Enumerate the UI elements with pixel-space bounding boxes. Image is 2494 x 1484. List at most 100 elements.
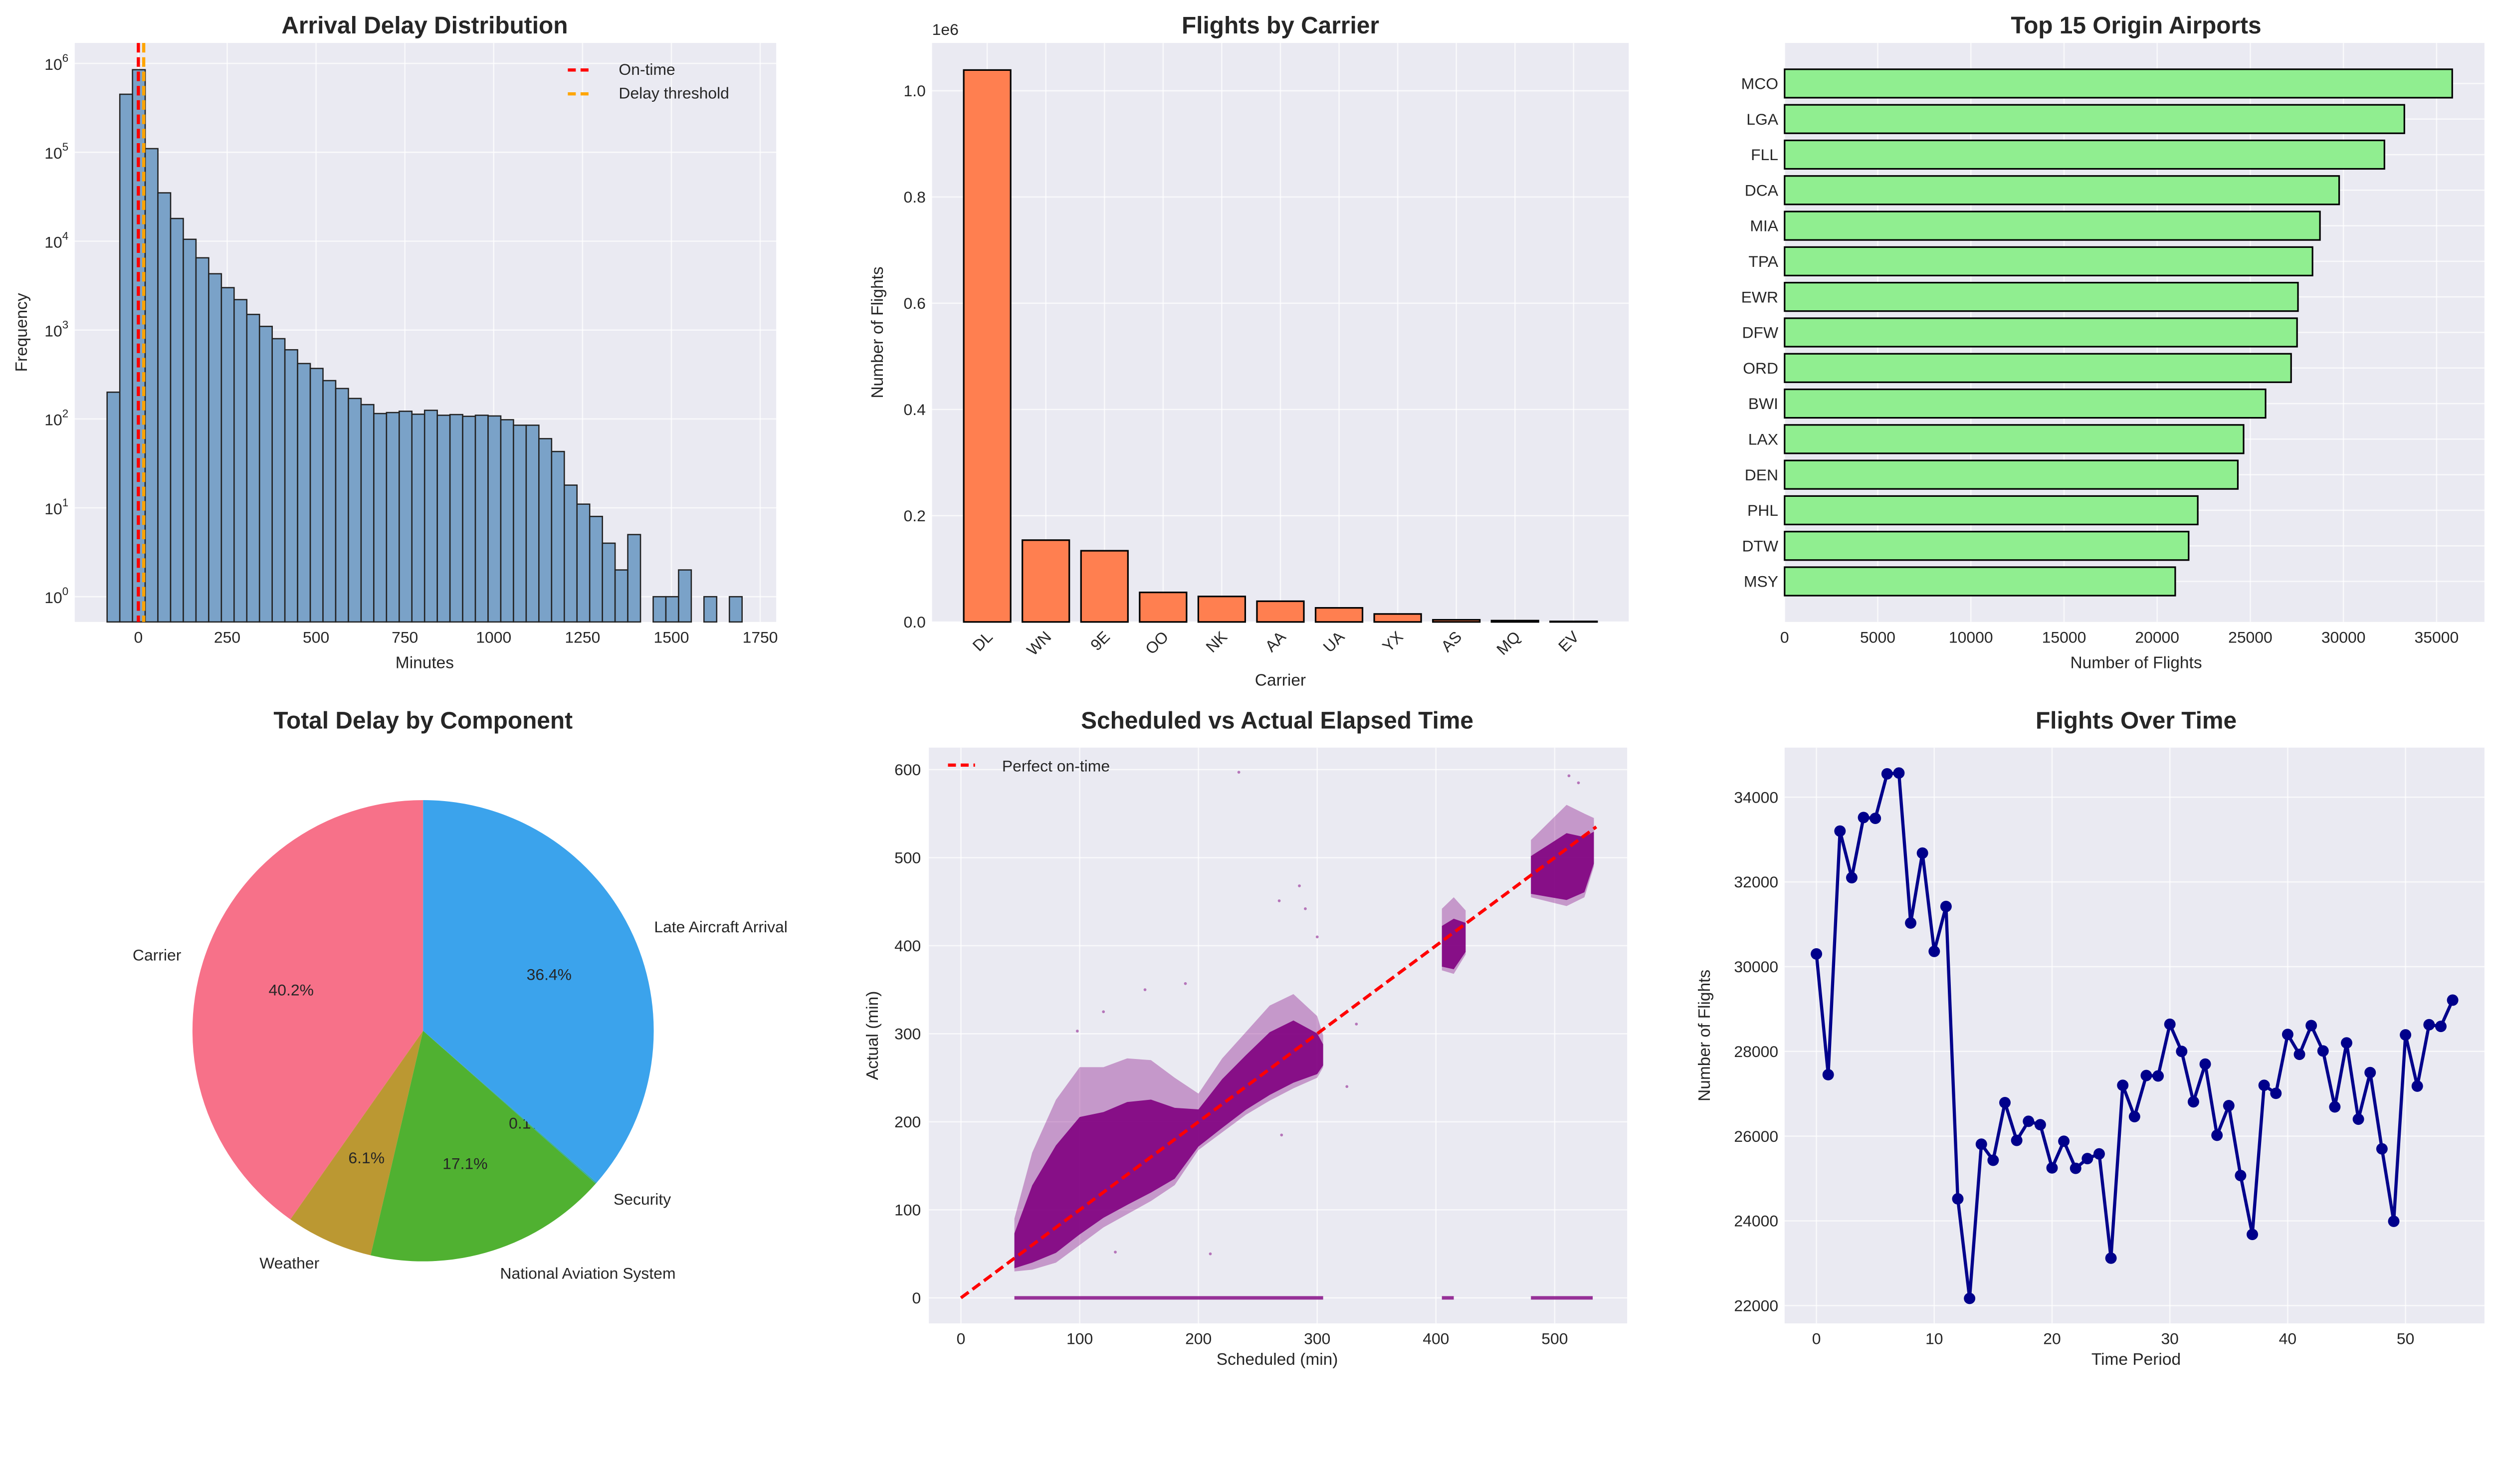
scatter-point bbox=[1577, 781, 1580, 785]
hist-ytick-exponent: 4 bbox=[62, 229, 68, 242]
pie-label: Carrier bbox=[133, 946, 182, 964]
hist-bar bbox=[335, 388, 349, 623]
line-ytick-label: 34000 bbox=[1734, 788, 1778, 806]
hist-bar bbox=[449, 414, 463, 623]
line-marker bbox=[2023, 1115, 2035, 1127]
airport-bar-DFW bbox=[1784, 317, 2298, 348]
hist-ytick-label: 104 bbox=[44, 229, 68, 251]
airport-bar-PHL bbox=[1784, 495, 2199, 526]
hist-xtick-label: 0 bbox=[134, 628, 143, 646]
hist-xtick-label: 500 bbox=[303, 628, 329, 646]
hist-bar bbox=[119, 93, 133, 623]
line-marker bbox=[1846, 872, 1858, 883]
scatter-point bbox=[1280, 1133, 1283, 1137]
pie-pct-label: 40.2% bbox=[269, 981, 314, 999]
line-marker bbox=[2140, 1069, 2152, 1081]
pie-pct-label: 36.4% bbox=[527, 965, 572, 983]
carrier-ytick-label: 0.2 bbox=[904, 507, 926, 525]
hist-ytick-label: 105 bbox=[44, 141, 68, 162]
hist-bar bbox=[487, 415, 502, 623]
airports-xtick-label: 0 bbox=[1780, 628, 1789, 646]
carrier-ytick-label: 0.6 bbox=[904, 294, 926, 312]
hist-bar bbox=[309, 368, 324, 623]
line-xtick-label: 40 bbox=[2279, 1330, 2296, 1348]
scatter-point bbox=[1315, 935, 1319, 939]
airports-xtick-label: 35000 bbox=[2415, 628, 2459, 646]
hist-bar bbox=[576, 503, 591, 623]
flights-by-carrier-chart: Flights by Carrier Carrier Number of Fli… bbox=[868, 12, 1629, 689]
line-marker bbox=[1870, 813, 1881, 825]
line-marker bbox=[2187, 1096, 2199, 1108]
hist-bar bbox=[538, 438, 553, 623]
line-marker bbox=[1916, 847, 1928, 859]
scatter-point bbox=[1184, 982, 1187, 985]
scheduled-vs-actual-scatter: Scheduled vs Actual Elapsed Time Schedul… bbox=[863, 707, 1628, 1369]
scatter-ylabel: Actual (min) bbox=[863, 991, 882, 1080]
line-marker bbox=[2081, 1153, 2093, 1165]
pie-pct-label: 17.1% bbox=[442, 1154, 487, 1172]
line-marker bbox=[2400, 1029, 2412, 1041]
carrier-xlabel: Carrier bbox=[1255, 671, 1306, 689]
scatter-point bbox=[1237, 771, 1241, 774]
hist-bar bbox=[208, 273, 222, 623]
line-marker bbox=[2164, 1018, 2176, 1030]
hist-bar bbox=[500, 419, 514, 623]
line-ytick-label: 24000 bbox=[1734, 1212, 1778, 1230]
hist-bar bbox=[627, 534, 641, 623]
airport-bar-FLL bbox=[1784, 139, 2385, 170]
line-marker bbox=[2152, 1070, 2164, 1082]
scatter-point bbox=[1102, 1010, 1105, 1014]
line-marker bbox=[1952, 1193, 1964, 1205]
hist-bar bbox=[474, 415, 489, 623]
hist-xlabel: Minutes bbox=[396, 653, 454, 672]
hist-xtick-label: 1000 bbox=[476, 628, 511, 646]
line-marker bbox=[2447, 994, 2459, 1006]
line-marker bbox=[2258, 1079, 2270, 1091]
airport-bar-TPA bbox=[1784, 246, 2313, 276]
delay-component-pie: Total Delay by Component Carrier 40.2% Wea… bbox=[133, 707, 788, 1282]
line-marker bbox=[2317, 1045, 2329, 1057]
airports-xtick-label: 5000 bbox=[1860, 628, 1895, 646]
scatter-point bbox=[1345, 1085, 1349, 1088]
hist-bar bbox=[589, 516, 603, 623]
carrier-bar-MQ bbox=[1490, 620, 1539, 623]
line-marker bbox=[2093, 1148, 2105, 1160]
airports-ytick-label: DTW bbox=[1742, 537, 1778, 555]
airports-ytick-label: LAX bbox=[1748, 430, 1778, 448]
line-marker bbox=[2211, 1129, 2223, 1141]
hist-bar bbox=[614, 569, 628, 623]
line-title: Flights Over Time bbox=[2036, 707, 2237, 734]
carrier-ytick-label: 0.4 bbox=[904, 401, 926, 419]
airports-ytick-label: MIA bbox=[1750, 217, 1778, 235]
hist-bar bbox=[411, 414, 425, 623]
legend-label: Perfect on-time bbox=[1002, 757, 1110, 775]
hist-ytick-exponent: 6 bbox=[62, 52, 68, 64]
airports-xtick-label: 15000 bbox=[2042, 628, 2086, 646]
pie-slice-weather bbox=[290, 1031, 423, 1256]
hist-bar bbox=[399, 411, 413, 623]
line-marker bbox=[2364, 1066, 2376, 1078]
carrier-ytick-label: 0.0 bbox=[904, 613, 926, 631]
hist-xtick-label: 750 bbox=[392, 628, 418, 646]
airports-ytick-label: LGA bbox=[1746, 110, 1779, 128]
scatter-ytick-label: 100 bbox=[894, 1201, 921, 1219]
hist-bar bbox=[284, 349, 298, 623]
line-marker bbox=[2046, 1162, 2058, 1174]
scatter-xtick-label: 300 bbox=[1304, 1330, 1330, 1348]
line-xlabel: Time Period bbox=[2091, 1350, 2181, 1369]
hist-xtick-label: 1750 bbox=[743, 628, 778, 646]
line-marker bbox=[1940, 900, 1952, 912]
airports-xtick-label: 20000 bbox=[2135, 628, 2179, 646]
carrier-bar-WN bbox=[1022, 539, 1070, 623]
airport-bar-ORD bbox=[1784, 353, 2292, 383]
hist-bar bbox=[729, 596, 743, 623]
hist-bar bbox=[652, 596, 667, 623]
scatter-point bbox=[1277, 899, 1281, 902]
line-xtick-label: 50 bbox=[2397, 1330, 2414, 1348]
hist-bar bbox=[157, 192, 172, 623]
hist-bar bbox=[513, 424, 527, 623]
scatter-point bbox=[1075, 1030, 1079, 1033]
arrival-delay-histogram: Arrival Delay Distribution Minutes Frequ… bbox=[12, 12, 778, 672]
hist-bar bbox=[436, 415, 451, 623]
line-marker bbox=[1822, 1068, 1834, 1080]
